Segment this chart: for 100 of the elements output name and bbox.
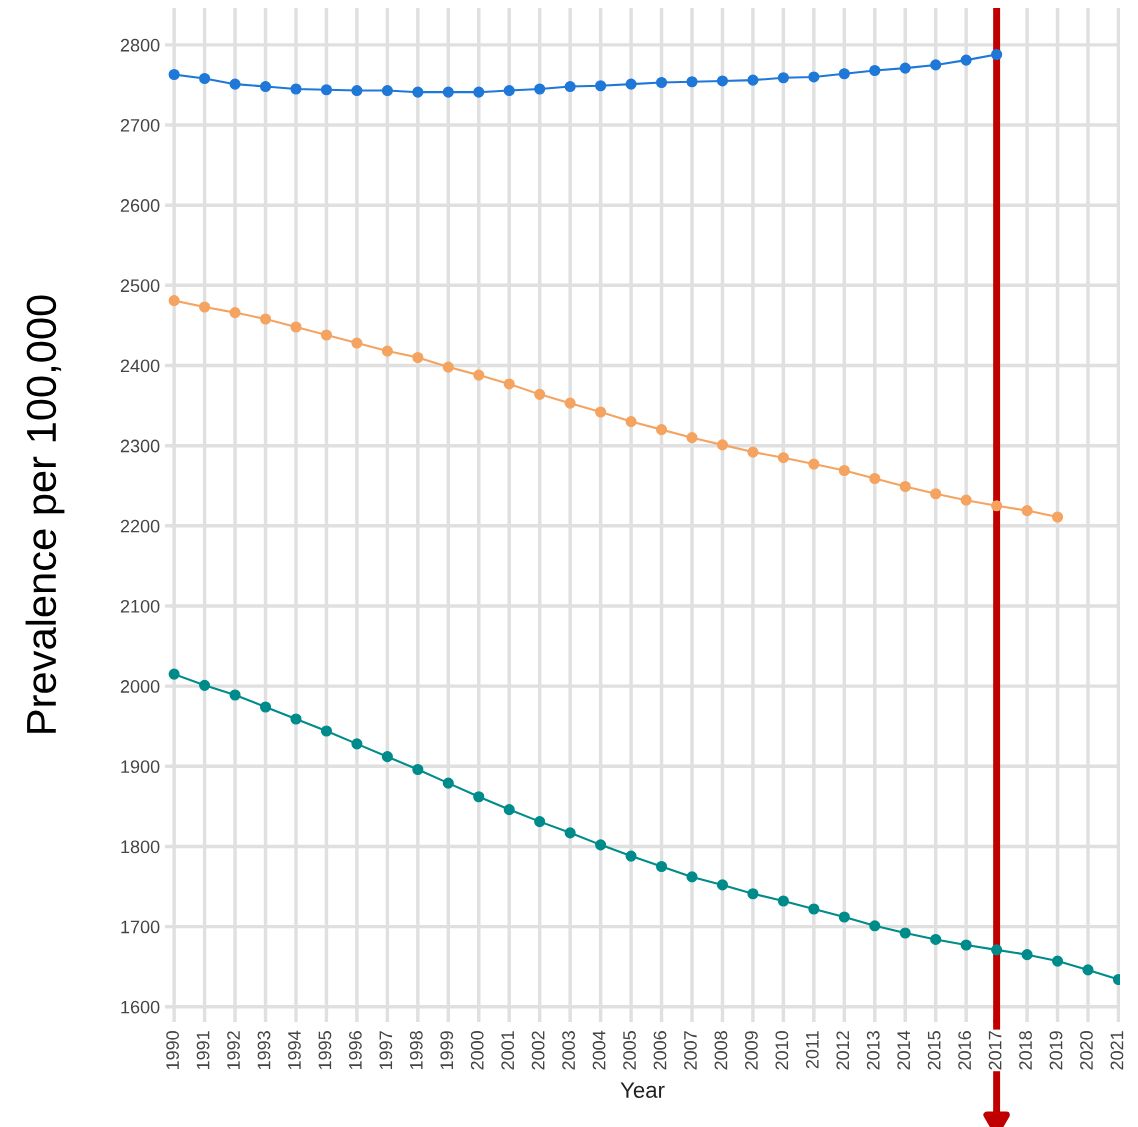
point: [655, 860, 668, 873]
x-tick-label: 2007: [684, 1031, 697, 1070]
point: [899, 62, 911, 74]
point: [625, 850, 637, 862]
point: [991, 500, 1003, 512]
point: [625, 78, 637, 90]
point: [442, 777, 454, 789]
point: [686, 76, 698, 88]
x-tick-label: 2011: [805, 1031, 819, 1069]
x-tick-label: 1999: [440, 1031, 454, 1070]
point: [229, 307, 241, 319]
point: [259, 313, 272, 325]
x-tick-label: 1994: [288, 1030, 301, 1070]
x-tick-label: 2005: [623, 1031, 636, 1070]
point: [564, 827, 576, 839]
point: [747, 888, 759, 900]
point: [808, 71, 820, 83]
point: [351, 85, 363, 97]
x-tick-label: 2001: [501, 1031, 515, 1070]
point: [716, 75, 729, 87]
point: [442, 361, 454, 373]
point: [899, 927, 911, 939]
point: [199, 679, 211, 691]
point: [564, 397, 576, 409]
point: [808, 458, 820, 470]
x-tick-label: 1993: [257, 1031, 271, 1070]
point: [716, 439, 729, 451]
y-tick-label: 2500: [120, 279, 160, 293]
x-tick-label: 2017: [988, 1031, 1002, 1070]
point: [899, 480, 911, 493]
point: [381, 751, 393, 763]
point: [838, 464, 850, 477]
point: [534, 83, 546, 95]
point: [1021, 949, 1033, 961]
point: [838, 68, 850, 80]
point: [655, 424, 668, 436]
x-tick-label: 2012: [836, 1031, 850, 1070]
point: [930, 59, 942, 71]
x-tick-label: 2019: [1049, 1031, 1063, 1070]
y-tick-label: 2400: [120, 359, 160, 373]
point: [320, 725, 333, 737]
x-tick-label: 2015: [927, 1031, 941, 1070]
point: [473, 369, 485, 381]
point: [869, 472, 881, 485]
y-tick-label: 1800: [121, 840, 160, 854]
x-tick-label: 2016: [958, 1031, 972, 1070]
x-tick-label: 2021: [1110, 1031, 1124, 1070]
point: [777, 452, 789, 464]
point: [777, 72, 789, 84]
point: [808, 903, 820, 915]
x-tick-label: 2008: [714, 1031, 728, 1070]
x-axis-title: Year: [620, 1082, 665, 1098]
point: [960, 939, 972, 951]
point: [625, 416, 637, 428]
point: [960, 54, 972, 66]
point: [1082, 964, 1094, 976]
point: [991, 944, 1003, 956]
point: [686, 871, 698, 883]
y-tick-label: 1900: [121, 760, 160, 774]
y-tick-label: 2100: [120, 599, 160, 613]
point: [473, 86, 485, 98]
point: [595, 80, 607, 92]
point: [747, 446, 759, 458]
point: [534, 816, 546, 828]
point: [199, 301, 211, 313]
point: [320, 329, 333, 341]
x-tick-label: 2010: [775, 1031, 789, 1070]
point: [503, 378, 515, 390]
point: [229, 78, 241, 90]
x-tick-label: 2020: [1080, 1031, 1093, 1070]
point: [930, 933, 942, 945]
point: [168, 668, 180, 680]
x-tick-label: 2009: [744, 1031, 758, 1070]
point: [351, 337, 363, 349]
point: [1051, 511, 1064, 523]
x-tick-label: 2003: [562, 1031, 575, 1070]
x-tick-label: 2013: [866, 1031, 880, 1070]
point: [991, 48, 1003, 61]
point: [259, 701, 272, 713]
point: [747, 74, 759, 86]
y-tick-label: 2600: [120, 199, 160, 212]
point: [168, 68, 180, 81]
point: [869, 64, 881, 77]
y-tick-label: 2000: [120, 680, 160, 693]
y-tick-label: 1700: [121, 920, 160, 934]
point: [442, 86, 454, 98]
x-tick-label: 2002: [531, 1031, 545, 1070]
x-tick-label: 1992: [227, 1031, 240, 1070]
point: [655, 76, 668, 89]
point: [412, 763, 424, 776]
y-tick-label: 2700: [120, 118, 160, 132]
point: [595, 839, 607, 851]
x-tick-label: 1991: [196, 1031, 210, 1070]
point: [534, 388, 546, 400]
point: [199, 72, 211, 85]
point: [503, 85, 515, 97]
point: [777, 895, 789, 907]
y-axis-title: Prevalence per 100,000: [25, 295, 65, 733]
point: [381, 85, 393, 97]
x-tick-label: 2004: [592, 1030, 606, 1070]
